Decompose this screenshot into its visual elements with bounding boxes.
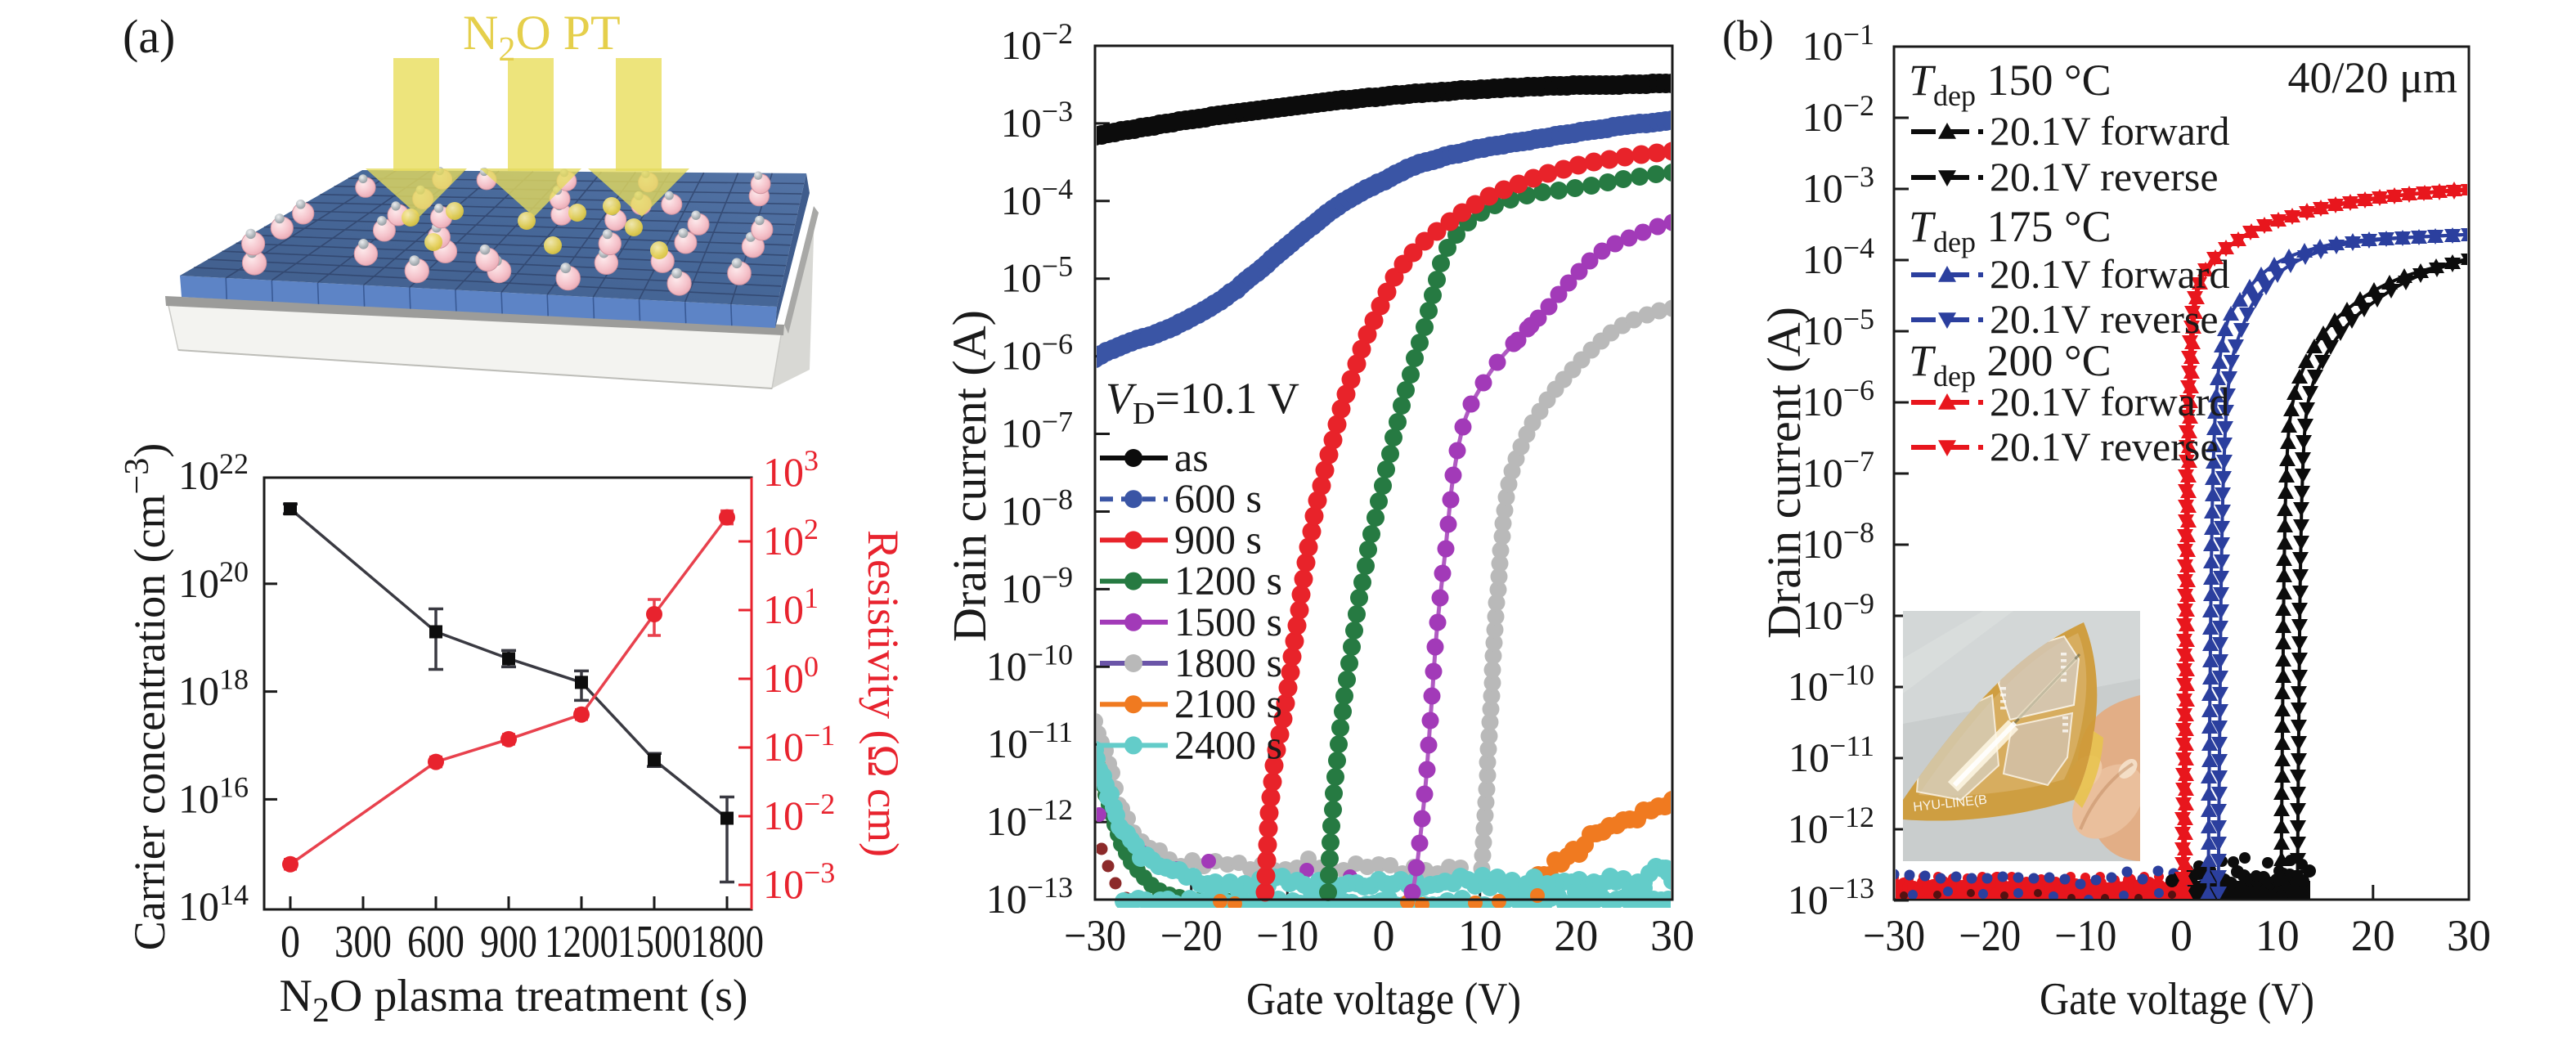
svg-text:10−8: 10−8 <box>1802 516 1874 567</box>
svg-text:Drain current (A): Drain current (A) <box>1757 307 1811 639</box>
svg-text:0: 0 <box>2170 911 2192 960</box>
svg-text:10−1: 10−1 <box>763 719 835 770</box>
svg-text:Drain current (A): Drain current (A) <box>943 310 996 642</box>
svg-text:300: 300 <box>334 917 392 967</box>
svg-text:Tdep 175 °C: Tdep 175 °C <box>1909 202 2112 258</box>
svg-text:Gate voltage (V): Gate voltage (V) <box>2040 974 2314 1025</box>
svg-text:Carrier concentration (cm−3): Carrier concentration (cm−3) <box>119 443 174 950</box>
svg-text:10: 10 <box>1458 911 1502 960</box>
svg-text:30: 30 <box>1650 911 1694 960</box>
svg-text:20.1V forward: 20.1V forward <box>1990 251 2229 297</box>
svg-text:10: 10 <box>2255 911 2300 960</box>
svg-text:600: 600 <box>407 917 464 967</box>
svg-text:0: 0 <box>280 917 300 967</box>
svg-text:Resistivity (Ω cm): Resistivity (Ω cm) <box>859 530 908 857</box>
svg-text:600 s: 600 s <box>1174 475 1262 521</box>
svg-text:N2O PT: N2O PT <box>463 6 621 69</box>
svg-text:1800 s: 1800 s <box>1174 640 1282 685</box>
svg-text:as: as <box>1174 434 1209 480</box>
svg-text:−30: −30 <box>1064 911 1126 960</box>
svg-text:Gate voltage (V): Gate voltage (V) <box>1246 974 1521 1025</box>
svg-text:1500: 1500 <box>617 917 691 967</box>
svg-text:20: 20 <box>1554 911 1598 960</box>
svg-text:10−4: 10−4 <box>1802 231 1874 282</box>
svg-text:(a): (a) <box>123 10 175 63</box>
svg-text:20.1V forward: 20.1V forward <box>1990 379 2229 424</box>
svg-text:1200: 1200 <box>545 917 618 967</box>
svg-text:−20: −20 <box>1959 911 2021 960</box>
svg-text:2100 s: 2100 s <box>1174 680 1282 726</box>
svg-text:103: 103 <box>763 444 819 495</box>
svg-text:VD=10.1 V: VD=10.1 V <box>1106 374 1299 431</box>
svg-text:20: 20 <box>2351 911 2395 960</box>
svg-text:20.1V forward: 20.1V forward <box>1990 108 2229 154</box>
svg-text:Tdep 150 °C: Tdep 150 °C <box>1909 56 2112 112</box>
svg-text:−10: −10 <box>2054 911 2116 960</box>
svg-text:1500 s: 1500 s <box>1174 599 1282 644</box>
svg-text:900 s: 900 s <box>1174 516 1262 562</box>
svg-text:−10: −10 <box>1256 911 1318 960</box>
svg-text:20.1V reverse: 20.1V reverse <box>1990 296 2219 342</box>
svg-text:0: 0 <box>1373 911 1395 960</box>
svg-text:10−7: 10−7 <box>1001 406 1073 456</box>
svg-text:20.1V reverse: 20.1V reverse <box>1990 154 2219 200</box>
svg-text:1800: 1800 <box>690 917 764 967</box>
svg-text:2400 s: 2400 s <box>1174 721 1282 767</box>
svg-text:(b): (b) <box>1722 11 1774 61</box>
svg-text:Tdep 200 °C: Tdep 200 °C <box>1909 336 2112 393</box>
svg-text:N2O plasma treatment (s): N2O plasma treatment (s) <box>279 971 747 1030</box>
svg-text:40/20 μm: 40/20 μm <box>2288 53 2457 102</box>
svg-text:900: 900 <box>480 917 537 967</box>
svg-text:30: 30 <box>2447 911 2491 960</box>
svg-text:−30: −30 <box>1863 911 1925 960</box>
svg-text:−20: −20 <box>1160 911 1223 960</box>
svg-text:20.1V reverse: 20.1V reverse <box>1990 424 2219 469</box>
svg-text:1200 s: 1200 s <box>1174 558 1282 604</box>
